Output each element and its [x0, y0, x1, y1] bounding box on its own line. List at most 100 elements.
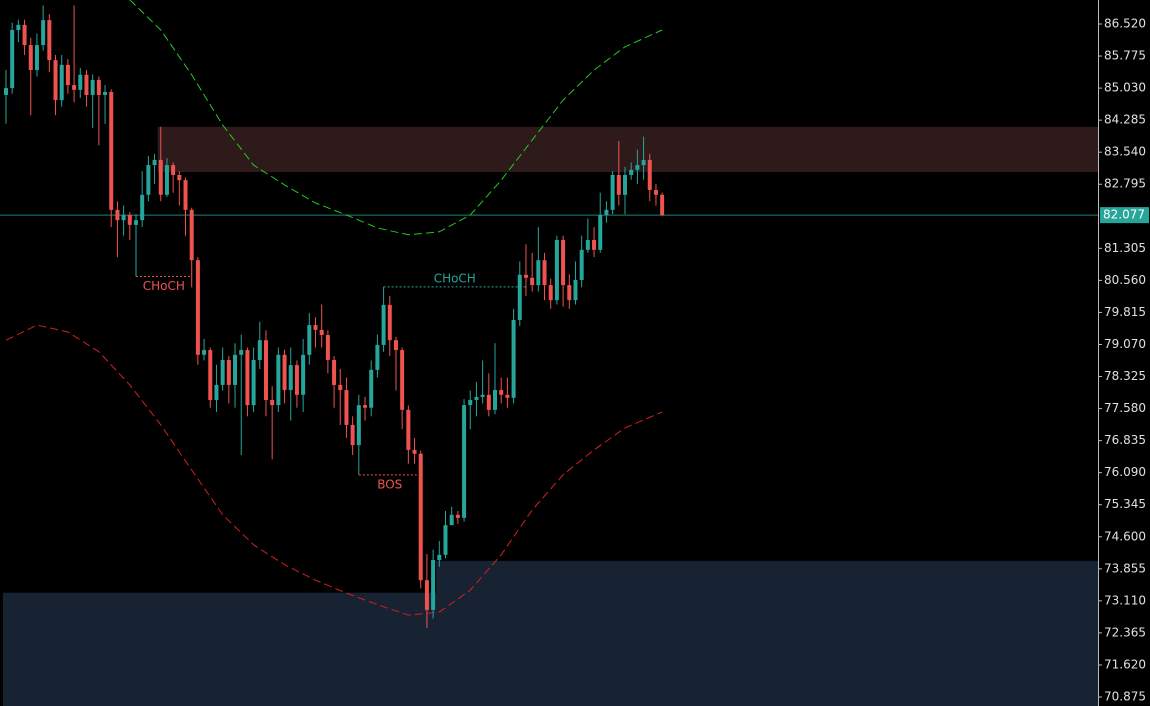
candle-body [53, 60, 58, 101]
candle-body [78, 74, 83, 90]
candle-body [34, 45, 39, 71]
candle-body [548, 285, 553, 301]
candle-body [158, 159, 163, 195]
candle-body [449, 514, 454, 526]
candle-body [517, 274, 522, 320]
candle-body [59, 64, 64, 101]
y-tick-label: 86.520 [1104, 17, 1146, 31]
y-tick-label: 74.600 [1104, 529, 1146, 543]
y-tick-label: 76.090 [1104, 465, 1146, 479]
candle-body [616, 174, 621, 195]
candle-body [313, 325, 318, 330]
candle-body [90, 79, 95, 95]
candle-body [356, 405, 361, 446]
candle-body [270, 399, 275, 406]
candle-body [171, 165, 176, 175]
candle-body [189, 209, 194, 261]
y-tick-label: 80.560 [1104, 273, 1146, 287]
candle-body [72, 85, 77, 90]
candle-body [499, 390, 504, 395]
candle-body [493, 390, 498, 410]
candle-body [233, 354, 238, 385]
candle-body [10, 30, 15, 89]
candle-body [363, 405, 368, 408]
candle-body [127, 215, 132, 225]
last-price-box [1100, 207, 1149, 224]
candle-body [573, 279, 578, 301]
y-tick-label: 82.795 [1104, 177, 1146, 191]
candle-body [257, 340, 262, 360]
candle-body [133, 220, 138, 225]
candle-body [511, 319, 516, 398]
y-tick-label: 70.875 [1104, 690, 1146, 704]
y-tick-label: 83.540 [1104, 145, 1146, 159]
zone [157, 126, 1098, 172]
y-tick-label: 76.835 [1104, 433, 1146, 447]
candle-body [381, 304, 386, 345]
y-tick-label: 77.580 [1104, 401, 1146, 415]
candle-body [424, 580, 429, 610]
y-tick-label: 72.365 [1104, 625, 1146, 639]
candle-body [84, 74, 89, 95]
candle-body [226, 359, 231, 385]
structure-label: CHoCH [434, 271, 476, 285]
candle-body [239, 350, 244, 355]
candle-body [400, 350, 405, 410]
candle-body [647, 159, 652, 191]
candle-body [325, 335, 330, 360]
candle-body [585, 239, 590, 250]
candle-body [282, 354, 287, 391]
candle-body [276, 354, 281, 406]
y-tick-label: 73.110 [1104, 593, 1146, 607]
y-tick-label: 85.775 [1104, 49, 1146, 63]
candle-body [115, 209, 120, 221]
candle-body [103, 91, 108, 95]
candle-body [468, 399, 473, 406]
y-tick-label: 79.815 [1104, 305, 1146, 319]
candle-body [307, 325, 312, 355]
candle-body [474, 396, 479, 400]
candle-body [418, 453, 423, 581]
y-tick-label: 79.070 [1104, 337, 1146, 351]
candle-body [604, 209, 609, 216]
candle-body [660, 194, 665, 216]
candle-body [623, 174, 627, 195]
axis-background [1098, 0, 1150, 706]
candle-body [635, 165, 640, 170]
zone [436, 560, 1098, 706]
y-tick-label: 71.620 [1104, 657, 1146, 671]
candle-body [536, 260, 541, 286]
candle-body [332, 359, 337, 385]
candle-body [109, 91, 114, 210]
structure-label: BOS [377, 477, 402, 491]
candle-body [369, 369, 374, 408]
candle-body [22, 24, 27, 46]
candle-body [146, 165, 151, 195]
candle-body [140, 194, 145, 221]
band-line [129, 0, 663, 236]
candle-body [214, 384, 219, 400]
band-line [5, 324, 663, 616]
candle-body [561, 239, 566, 286]
candle-body [183, 180, 188, 210]
candle-body [412, 449, 417, 454]
candle-body [344, 390, 349, 425]
candle-body [65, 64, 70, 86]
candle-body [294, 365, 299, 395]
candle-body [16, 24, 21, 31]
candle-body [350, 424, 355, 446]
candle-body [164, 165, 169, 195]
candle-body [598, 215, 603, 250]
candle-body [641, 159, 646, 166]
y-tick-label: 81.305 [1104, 241, 1146, 255]
candle-body [437, 554, 442, 560]
candle-body [28, 45, 33, 71]
candle-body [579, 249, 584, 280]
candle-body [393, 340, 398, 351]
candle-body [486, 394, 491, 410]
candle-body [653, 190, 658, 195]
candle-body [338, 384, 343, 391]
candle-body [480, 394, 485, 397]
candle-body [387, 304, 392, 341]
